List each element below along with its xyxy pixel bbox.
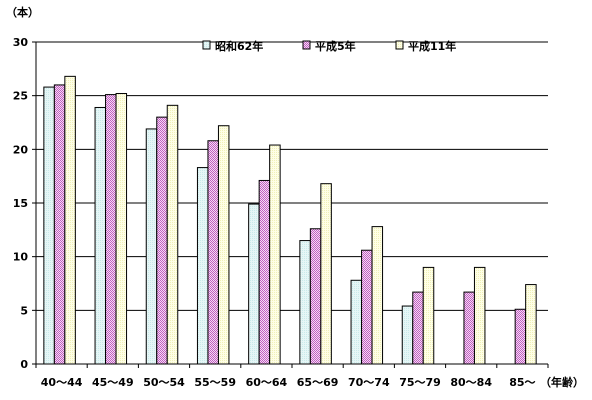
bar-series-0-cat-7 bbox=[401, 305, 414, 365]
legend-swatch-0 bbox=[202, 40, 211, 50]
bar-series-1-cat-3 bbox=[207, 140, 219, 365]
bar-series-1-cat-2 bbox=[156, 116, 168, 365]
bar-series-0-cat-3 bbox=[196, 167, 209, 365]
bar-series-1-cat-7 bbox=[412, 291, 424, 365]
bar-series-2-cat-1 bbox=[115, 93, 128, 365]
bar-series-1-cat-4 bbox=[258, 179, 271, 365]
x-tick-label: 80～84 bbox=[450, 376, 492, 389]
x-tick-label: 40～44 bbox=[41, 376, 83, 389]
bar-series-2-cat-7 bbox=[422, 266, 435, 365]
x-tick-label: 55～59 bbox=[194, 376, 236, 389]
bar-series-0-cat-0 bbox=[43, 86, 55, 365]
x-tick-label: 45～49 bbox=[92, 376, 134, 389]
legend-swatch-1 bbox=[302, 40, 311, 50]
x-tick-label: 85～ bbox=[509, 376, 535, 389]
y-tick-label: 20 bbox=[13, 143, 29, 156]
legend-label-2: 平成11年 bbox=[408, 39, 456, 53]
legend: 昭和62年 平成5年 平成11年 bbox=[202, 39, 456, 53]
x-tick-label: 75～79 bbox=[399, 376, 441, 389]
bar-series-0-cat-4 bbox=[248, 203, 260, 365]
bar-series-0-cat-2 bbox=[145, 128, 158, 365]
bar-series-1-cat-9 bbox=[514, 308, 527, 365]
bar-series-0-cat-5 bbox=[299, 240, 311, 365]
bar-series-1-cat-0 bbox=[53, 84, 66, 365]
bar-series-1-cat-6 bbox=[361, 249, 373, 365]
y-tick-label: 5 bbox=[20, 304, 28, 317]
bar-series-0-cat-1 bbox=[94, 106, 107, 365]
bar-series-2-cat-0 bbox=[64, 75, 76, 365]
bar-series-1-cat-8 bbox=[463, 291, 475, 365]
x-axis-labels: 40～44 45～49 50～54 55～59 60～64 65～69 70～74 75～79… bbox=[41, 376, 536, 389]
bar-series-2-cat-5 bbox=[320, 183, 332, 365]
bar-series-2-cat-9 bbox=[525, 284, 537, 365]
bar-series-2-cat-4 bbox=[269, 144, 281, 365]
y-tick-label: 0 bbox=[20, 358, 28, 371]
y-tick-label: 15 bbox=[13, 197, 28, 210]
legend-swatch-2 bbox=[395, 40, 404, 50]
y-tick-label: 25 bbox=[13, 90, 28, 103]
y-tick-label: 30 bbox=[13, 36, 29, 49]
axes bbox=[35, 42, 549, 368]
x-unit-label: （年齢） bbox=[540, 375, 584, 389]
y-tick-label: 10 bbox=[13, 251, 29, 264]
bar-series-2-cat-3 bbox=[217, 125, 230, 365]
x-tick-label: 50～54 bbox=[143, 376, 185, 389]
x-tick-label: 65～69 bbox=[297, 376, 339, 389]
bar-series-2-cat-8 bbox=[473, 266, 486, 365]
y-axis-ticks: 0 5 10 15 20 25 30 bbox=[13, 36, 36, 371]
bar-series-0-cat-6 bbox=[350, 279, 363, 365]
bars bbox=[43, 75, 537, 365]
bar-series-2-cat-6 bbox=[371, 226, 384, 365]
x-tick-label: 60～64 bbox=[246, 376, 288, 389]
bar-series-2-cat-2 bbox=[166, 104, 179, 365]
legend-label-0: 昭和62年 bbox=[215, 39, 263, 53]
bar-series-1-cat-1 bbox=[105, 94, 117, 365]
legend-label-1: 平成5年 bbox=[315, 39, 356, 53]
y-unit-label: （本） bbox=[6, 5, 39, 19]
x-tick-label: 70～74 bbox=[348, 376, 390, 389]
bar-series-1-cat-5 bbox=[309, 228, 322, 365]
